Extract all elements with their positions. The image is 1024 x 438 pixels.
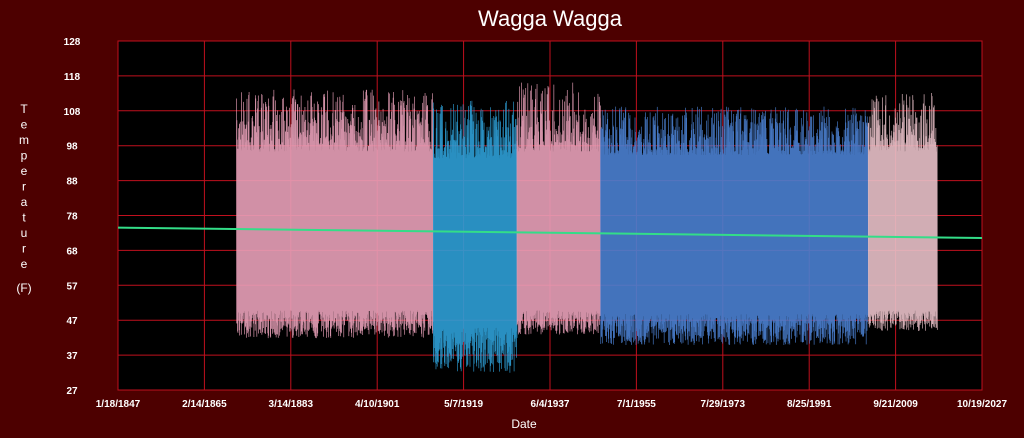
- temperature-range-line: [867, 92, 938, 331]
- y-axis-label-letter: r: [22, 242, 26, 256]
- trend-layer: [117, 226, 983, 239]
- y-axis-label-letter: e: [21, 257, 28, 271]
- data-series: [516, 82, 602, 335]
- y-tick-label: 37: [66, 351, 78, 362]
- y-axis-label-letter: t: [22, 211, 26, 225]
- y-tick-label: 47: [66, 316, 78, 327]
- y-tick-label: 118: [64, 72, 81, 83]
- y-axis-label-letter: p: [21, 149, 28, 163]
- x-tick-label: 10/19/2027: [957, 399, 1007, 410]
- chart-title: Wagga Wagga: [478, 6, 623, 31]
- x-tick-label: 8/25/1991: [787, 399, 832, 410]
- y-axis-unit: (F): [16, 281, 31, 295]
- data-series: [867, 92, 938, 331]
- data-series: [600, 106, 869, 346]
- y-tick-label: 68: [66, 246, 78, 257]
- x-tick-label: 3/14/1883: [269, 399, 314, 410]
- trend-line: [117, 226, 983, 239]
- y-axis-label-letter: a: [21, 195, 28, 209]
- y-axis-ticks: 128 118 108 98 88 78 68 57 47 37 27: [64, 37, 81, 397]
- x-tick-label: 4/10/1901: [355, 399, 400, 410]
- temperature-range-line: [432, 100, 518, 373]
- series-layer: [236, 82, 938, 373]
- temperature-range-line: [516, 82, 602, 335]
- temperature-range-line: [236, 89, 434, 339]
- y-axis-label-letter: T: [20, 102, 28, 116]
- y-tick-label: 98: [66, 142, 78, 153]
- plot-border: [117, 40, 983, 391]
- y-tick-label: 27: [66, 386, 78, 397]
- x-tick-label: 6/4/1937: [531, 399, 570, 410]
- y-tick-label: 128: [64, 37, 81, 48]
- y-axis-label-letter: u: [21, 226, 28, 240]
- y-axis-label-letter: e: [21, 164, 28, 178]
- y-tick-label: 88: [66, 177, 78, 188]
- x-tick-label: 2/14/1865: [182, 399, 227, 410]
- y-tick-label: 57: [66, 281, 78, 292]
- temperature-range-line: [600, 106, 869, 346]
- y-tick-label: 108: [64, 107, 81, 118]
- y-axis-label-letter: e: [21, 118, 28, 132]
- x-axis-ticks: 1/18/1847 2/14/1865 3/14/1883 4/10/1901 5/7/…: [96, 399, 1008, 410]
- y-axis-label-letter: r: [22, 180, 26, 194]
- x-axis-label: Date: [511, 417, 537, 431]
- y-tick-label: 78: [66, 212, 78, 223]
- x-tick-label: 5/7/1919: [444, 399, 483, 410]
- data-series: [432, 100, 518, 373]
- x-tick-label: 9/21/2009: [873, 399, 918, 410]
- x-tick-label: 7/1/1955: [617, 399, 656, 410]
- x-tick-label: 7/29/1973: [701, 399, 746, 410]
- data-series: [236, 89, 434, 339]
- x-tick-label: 1/18/1847: [96, 399, 141, 410]
- y-axis-label-letter: m: [19, 133, 29, 147]
